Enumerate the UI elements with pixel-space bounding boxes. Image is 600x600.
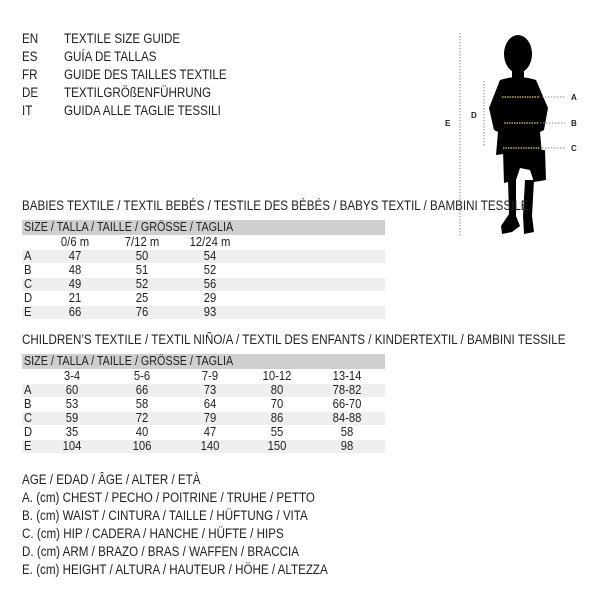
- language-code: EN: [22, 31, 39, 46]
- column-header: 10-12: [262, 369, 292, 383]
- table-cell: 47: [203, 425, 217, 439]
- table-cell: 72: [135, 411, 149, 425]
- table-cell: 66-70: [332, 397, 362, 411]
- column-header: 12/24 m: [189, 235, 231, 249]
- table-row: A 60 66 73 80 78-82: [22, 384, 385, 397]
- table-cell: 66: [68, 305, 82, 319]
- row-label: E: [24, 439, 32, 453]
- table-cell: 64: [203, 397, 217, 411]
- table-cell: 25: [135, 291, 149, 305]
- table-cell: 49: [68, 277, 82, 291]
- table-cell: 58: [340, 425, 354, 439]
- label-e: E: [445, 119, 451, 128]
- table-cell: 40: [135, 425, 149, 439]
- row-label: B: [24, 397, 32, 411]
- table-row: E 66 76 93: [22, 306, 385, 319]
- row-label: A: [24, 383, 32, 397]
- table-cell: 98: [340, 439, 354, 453]
- label-b: B: [571, 119, 577, 128]
- table-row: C 59 72 79 86 84-88: [22, 412, 385, 425]
- table-cell: 86: [270, 411, 284, 425]
- size-header: SIZE / TALLA / TAILLE / GRÖSSE / TAGLIA: [24, 354, 234, 368]
- legend-item: AGE / EDAD / ÂGE / ALTER / ETÀ: [22, 472, 201, 487]
- table-row: C 49 52 56: [22, 278, 385, 291]
- row-label: C: [24, 277, 33, 291]
- child-silhouette-figure: A B C D E: [445, 33, 577, 237]
- table-cell: 55: [270, 425, 284, 439]
- table-cell: 79: [203, 411, 217, 425]
- label-c: C: [571, 144, 577, 153]
- table-row: A 47 50 54: [22, 250, 385, 263]
- table-cell: 140: [200, 439, 220, 453]
- row-label: A: [24, 249, 32, 263]
- table-row: E 104 106 140 150 98: [22, 440, 385, 453]
- table-cell: 52: [203, 263, 217, 277]
- row-label: B: [24, 263, 32, 277]
- table-cell: 48: [68, 263, 82, 277]
- legend-item: E. (cm) HEIGHT / ALTURA / HAUTEUR / HÖHE…: [22, 562, 328, 577]
- table-row: B 48 51 52: [22, 264, 385, 277]
- table-cell: 80: [270, 383, 284, 397]
- legend-item: B. (cm) WAIST / CINTURA / TAILLE / HÜFTU…: [22, 508, 308, 523]
- table-cell: 53: [65, 397, 79, 411]
- table-cell: 35: [65, 425, 79, 439]
- table-cell: 52: [135, 277, 149, 291]
- language-title: GUÍA DE TALLAS: [64, 49, 157, 64]
- table-cell: 70: [270, 397, 284, 411]
- table-cell: 58: [135, 397, 149, 411]
- legend-item: D. (cm) ARM / BRAZO / BRAS / WAFFEN / BR…: [22, 544, 299, 559]
- language-code: ES: [22, 49, 38, 64]
- row-label: E: [24, 305, 32, 319]
- table-cell: 29: [203, 291, 217, 305]
- table-row: B 53 58 64 70 66-70: [22, 398, 385, 411]
- legend-item: A. (cm) CHEST / PECHO / POITRINE / TRUHE…: [22, 490, 315, 505]
- row-label: D: [24, 291, 33, 305]
- label-a: A: [571, 93, 577, 102]
- table-cell: 66: [135, 383, 149, 397]
- column-header: 13-14: [332, 369, 362, 383]
- table-cell: 21: [68, 291, 82, 305]
- table-cell: 59: [65, 411, 79, 425]
- table-cell: 56: [203, 277, 217, 291]
- size-header-bar: SIZE / TALLA / TAILLE / GRÖSSE / TAGLIA: [22, 354, 385, 369]
- language-title: TEXTILE SIZE GUIDE: [64, 31, 181, 46]
- table-cell: 51: [135, 263, 149, 277]
- table-cell: 54: [203, 249, 217, 263]
- language-code: IT: [22, 103, 33, 118]
- label-d: D: [471, 111, 477, 120]
- column-header-row: 0/6 m 7/12 m 12/24 m: [22, 236, 385, 249]
- row-label: C: [24, 411, 33, 425]
- column-header: 7/12 m: [124, 235, 160, 249]
- size-header-bar: SIZE / TALLA / TAILLE / GRÖSSE / TAGLIA: [22, 220, 385, 235]
- language-title: TEXTILGRÖßENFÜHRUNG: [64, 85, 212, 100]
- table-cell: 76: [135, 305, 149, 319]
- table-cell: 150: [267, 439, 287, 453]
- language-title: GUIDE DES TAILLES TEXTILE: [64, 67, 227, 82]
- table-cell: 47: [68, 249, 82, 263]
- measure-lines: [502, 96, 565, 149]
- row-label: D: [24, 425, 33, 439]
- table-cell: 50: [135, 249, 149, 263]
- column-header-row: 3-4 5-6 7-9 10-12 13-14: [22, 370, 385, 383]
- table-cell: 78-82: [332, 383, 362, 397]
- column-header: 5-6: [133, 369, 151, 383]
- column-header: 3-4: [63, 369, 81, 383]
- size-header: SIZE / TALLA / TAILLE / GRÖSSE / TAGLIA: [24, 220, 234, 234]
- legend-item: C. (cm) HIP / CADERA / HANCHE / HÜFTE / …: [22, 526, 284, 541]
- babies-title: BABIES TEXTILE / TEXTIL BEBÉS / TESTILE …: [22, 198, 529, 213]
- children-title: CHILDREN’S TEXTILE / TEXTIL NIÑO/A / TEX…: [22, 332, 566, 347]
- language-code: FR: [22, 67, 38, 82]
- table-cell: 104: [62, 439, 82, 453]
- table-cell: 60: [65, 383, 79, 397]
- column-header: 7-9: [201, 369, 219, 383]
- column-header: 0/6 m: [60, 235, 90, 249]
- language-title: GUIDA ALLE TAGLIE TESSILI: [64, 103, 221, 118]
- table-cell: 106: [132, 439, 152, 453]
- table-cell: 73: [203, 383, 217, 397]
- language-code: DE: [22, 85, 39, 100]
- table-cell: 93: [203, 305, 217, 319]
- table-cell: 84-88: [332, 411, 362, 425]
- table-row: D 21 25 29: [22, 292, 385, 305]
- table-row: D 35 40 47 55 58: [22, 426, 385, 439]
